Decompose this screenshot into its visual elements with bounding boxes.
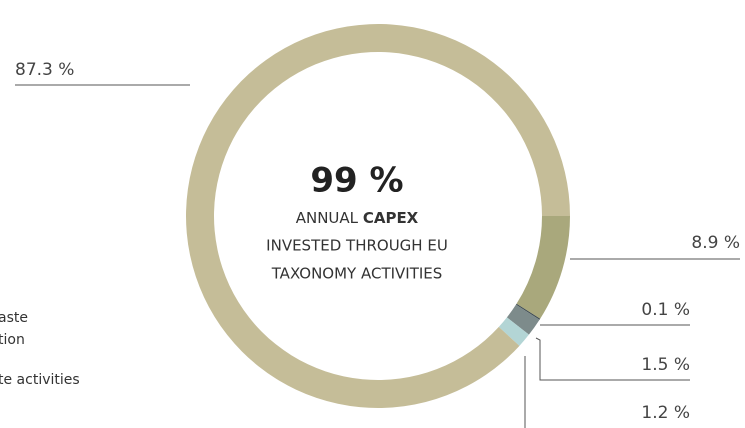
center-line: ANNUAL CAPEX [296,209,419,227]
value-label: 1.5 % [641,355,690,375]
donut-segment [515,303,541,320]
donut-segment [506,304,540,335]
legend-fragment: te activities [0,372,80,388]
value-label: 1.2 % [641,403,690,423]
center-text: TAXONOMY ACTIVITIES [271,265,443,283]
center-text-bold: CAPEX [363,209,419,227]
center-text: ANNUAL [296,209,359,227]
donut-segment [516,216,570,319]
center-text: INVESTED THROUGH EU [266,237,448,255]
donut-segment [498,317,529,346]
legend-fragment: aste [0,310,28,326]
legend-fragment: tion [0,332,25,348]
leader-line [535,337,690,381]
center-value: 99 % [310,161,403,201]
value-label: 8.9 % [691,233,740,253]
value-label: 0.1 % [641,300,690,320]
value-label: 87.3 % [15,60,74,80]
